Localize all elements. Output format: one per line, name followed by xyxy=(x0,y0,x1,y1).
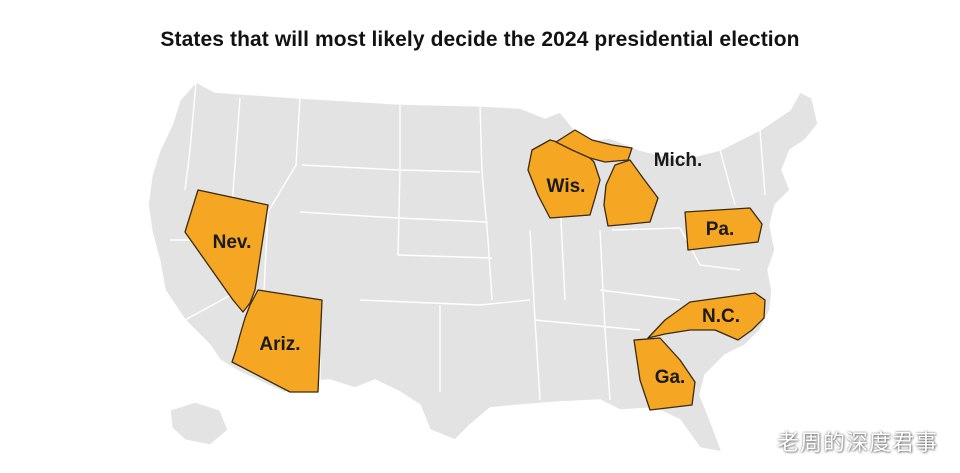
state-nevada[interactable] xyxy=(184,189,269,313)
watermark: 老周的深度君事 xyxy=(776,431,938,456)
label-north-carolina: N.C. xyxy=(702,306,740,327)
label-arizona: Ariz. xyxy=(259,334,300,355)
state-north-carolina[interactable] xyxy=(647,292,766,341)
label-pennsylvania: Pa. xyxy=(706,219,735,240)
state-michigan-up[interactable] xyxy=(555,129,633,163)
battleground-states xyxy=(184,129,766,411)
state-pennsylvania[interactable] xyxy=(684,207,763,251)
label-michigan: Mich. xyxy=(654,150,703,171)
label-nevada: Nev. xyxy=(213,232,252,253)
state-georgia[interactable] xyxy=(633,337,696,411)
state-arizona[interactable] xyxy=(231,289,323,393)
label-wisconsin: Wis. xyxy=(547,176,586,197)
label-georgia: Ga. xyxy=(655,367,686,388)
lower-left-land xyxy=(169,401,229,446)
state-michigan[interactable] xyxy=(603,159,659,227)
map-title: States that will most likely decide the … xyxy=(160,28,800,51)
